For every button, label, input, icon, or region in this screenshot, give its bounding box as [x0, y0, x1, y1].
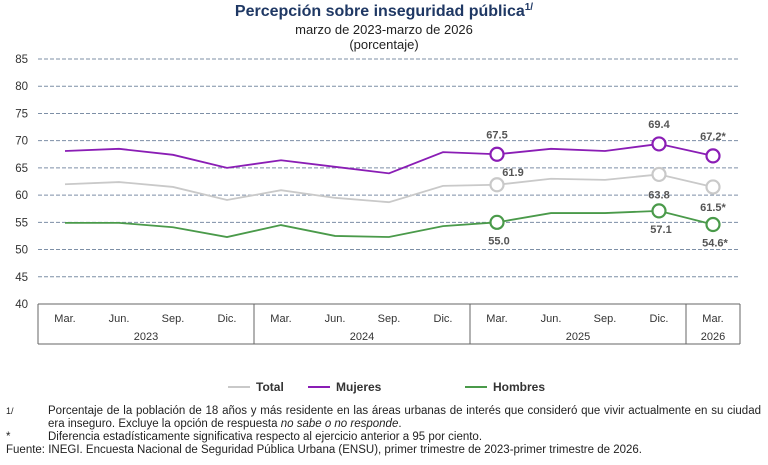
chart-title: Percepción sobre inseguridad pública1/	[235, 2, 533, 20]
x-group-label: 2024	[350, 331, 374, 343]
x-tick-label: Mar.	[54, 313, 75, 325]
data-label: 63.8	[648, 189, 669, 201]
x-tick-label: Sep.	[594, 313, 617, 325]
point-marker	[651, 166, 667, 183]
chart-subtitle: marzo de 2023-marzo de 2026	[295, 22, 473, 37]
point-marker	[651, 203, 667, 219]
x-tick-label: Sep.	[162, 313, 185, 325]
x-tick-label: Dic.	[434, 313, 453, 325]
y-tick-label: 55	[15, 217, 28, 229]
source-text: INEGI. Encuesta Nacional de Seguridad Pú…	[48, 444, 642, 456]
point-marker	[705, 148, 721, 164]
legend-label: Total	[256, 380, 284, 394]
data-label: 55.0	[488, 235, 509, 247]
point-marker	[705, 179, 721, 195]
point-marker	[489, 177, 505, 193]
point-marker	[489, 214, 505, 230]
x-tick-label: Jun.	[541, 313, 562, 325]
data-label: 61.9	[502, 167, 523, 179]
data-label: 69.4	[648, 119, 670, 131]
x-tick-label: Mar.	[702, 313, 723, 325]
title-text: Percepción sobre inseguridad pública	[235, 3, 525, 20]
x-tick-label: Mar.	[486, 313, 507, 325]
x-group-label: 2026	[701, 331, 725, 343]
legend-label: Mujeres	[336, 380, 382, 394]
source: Fuente: INEGI. Encuesta Nacional de Segu…	[6, 444, 761, 457]
x-tick-label: Sep.	[378, 313, 401, 325]
note-marker: 1/	[6, 406, 14, 416]
y-tick-label: 50	[15, 245, 28, 257]
chart: Percepción sobre inseguridad pública1/ m…	[15, 2, 741, 394]
point-marker	[651, 136, 667, 152]
title-note: 1/	[525, 2, 534, 13]
y-tick-label: 70	[15, 136, 28, 148]
data-label: 57.1	[650, 224, 671, 236]
y-tick-label: 80	[15, 81, 28, 93]
note-marker: *	[6, 431, 11, 443]
point-marker	[705, 216, 721, 233]
y-tick-label: 60	[15, 190, 28, 202]
note-text: Porcentaje de la población de 18 años y …	[48, 405, 761, 431]
x-tick-label: Jun.	[325, 313, 346, 325]
series-line	[64, 143, 714, 175]
data-label: 54.6*	[702, 238, 728, 250]
x-tick-label: Dic.	[218, 313, 237, 325]
y-tick-label: 85	[15, 54, 28, 66]
note: 1/Porcentaje de la población de 18 años …	[6, 405, 761, 431]
series-line	[64, 173, 714, 204]
note: * Diferencia estadísticamente significati…	[6, 431, 761, 444]
x-group-label: 2025	[566, 331, 590, 343]
notes: 1/Porcentaje de la población de 18 años …	[6, 405, 761, 457]
x-tick-label: Jun.	[109, 313, 130, 325]
data-label: 61.5*	[700, 202, 726, 214]
legend-label: Hombres	[493, 380, 545, 394]
y-tick-label: 40	[15, 299, 28, 311]
source-label: Fuente:	[6, 444, 45, 456]
note-end: .	[398, 418, 402, 430]
unit-label: (porcentaje)	[349, 37, 418, 52]
note-text: Diferencia estadísticamente significativ…	[48, 431, 483, 443]
y-tick-label: 65	[15, 163, 28, 175]
y-tick-label: 45	[15, 272, 28, 284]
data-label: 67.5	[486, 129, 507, 141]
y-tick-label: 75	[15, 108, 28, 120]
data-label: 67.2*	[700, 131, 726, 143]
note-italic: no sabe o no responde	[280, 418, 399, 430]
x-tick-label: Mar.	[270, 313, 291, 325]
series-line	[65, 209, 714, 238]
note-text: Porcentaje de la población de 18 años y …	[48, 405, 761, 430]
x-group-label: 2023	[134, 331, 158, 343]
point-marker	[489, 146, 505, 162]
x-tick-label: Dic.	[650, 313, 669, 325]
